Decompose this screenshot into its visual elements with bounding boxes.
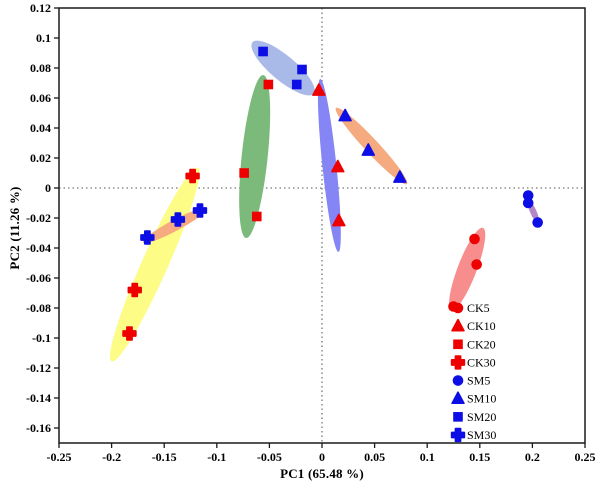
y-tick-label: 0.02 (30, 151, 51, 165)
data-point-CK5-1 (469, 233, 480, 245)
data-point-CK30-3 (122, 326, 137, 341)
x-tick-label: -0.15 (152, 450, 177, 464)
data-point-CK30-2 (127, 282, 142, 298)
data-point-SM10-2 (361, 143, 376, 156)
data-point-SM30-2 (170, 212, 186, 227)
y-tick-label: 0.06 (30, 91, 51, 105)
y-tick-label: -0.12 (26, 361, 51, 375)
legend-marker-circle-CK5 (452, 302, 464, 314)
confidence-ellipse-CK10 (317, 78, 341, 253)
legend-marker-plus-SM30 (450, 427, 466, 443)
y-tick-label: 0.08 (30, 61, 51, 75)
y-tick-label: 0 (45, 181, 51, 195)
legend-marker-square-CK20 (453, 339, 463, 350)
y-tick-label: -0.08 (26, 301, 51, 315)
legend-item-SM20: SM20 (453, 410, 496, 424)
legend-marker-triangle-CK10 (451, 318, 465, 332)
legend-item-SM5: SM5 (452, 374, 490, 388)
x-tick-label: 0 (319, 450, 325, 464)
y-tick-label: 0.04 (30, 121, 51, 135)
legend-item-CK30: CK30 (450, 355, 496, 370)
legend-label-SM5: SM5 (467, 374, 490, 388)
y-tick-label: -0.06 (26, 271, 51, 285)
legend-item-CK10: CK10 (451, 318, 496, 333)
y-tick-label: -0.04 (26, 241, 51, 255)
x-tick-label: 0.05 (364, 450, 385, 464)
legend-label-SM10: SM10 (467, 392, 496, 406)
data-point-CK20-1 (263, 79, 274, 90)
y-axis-title: PC2 (11.26 %) (7, 186, 22, 270)
y-tick-label: -0.1 (32, 331, 51, 345)
legend-marker-square-SM20 (453, 412, 463, 422)
data-point-SM20-1 (258, 46, 268, 57)
x-tick-label: -0.05 (257, 450, 282, 464)
legend-label-SM30: SM30 (467, 428, 496, 442)
legend-marker-triangle-SM10 (451, 391, 465, 405)
x-tick-label: -0.2 (102, 450, 121, 464)
legend-label-CK20: CK20 (467, 337, 496, 351)
legend-item-SM10: SM10 (451, 391, 496, 406)
legend-item-CK20: CK20 (453, 337, 496, 351)
data-point-SM10-3 (393, 170, 407, 183)
data-point-CK10-3 (332, 213, 346, 227)
confidence-ellipse-CK20 (239, 74, 271, 239)
legend-label-CK30: CK30 (467, 355, 496, 369)
x-tick-label: 0.1 (420, 450, 435, 464)
data-point-CK10-1 (312, 83, 326, 96)
data-point-SM5-1 (522, 190, 534, 201)
data-point-SM30-3 (192, 203, 208, 218)
legend-marker-plus-CK30 (450, 355, 466, 370)
x-tick-label: 0.2 (525, 450, 540, 464)
x-tick-label: 0.25 (575, 450, 596, 464)
y-tick-label: -0.14 (26, 391, 51, 405)
legend-item-CK5: CK5 (452, 301, 490, 315)
legend-label-CK10: CK10 (467, 319, 496, 333)
data-point-SM5-3 (532, 217, 543, 228)
data-point-CK20-2 (239, 168, 249, 178)
legend-marker-circle-SM5 (452, 375, 464, 386)
confidence-ellipse-CK5 (449, 227, 486, 311)
legend-item-SM30: SM30 (450, 427, 496, 443)
data-point-CK20-3 (251, 211, 262, 222)
data-point-SM30-1 (140, 230, 155, 245)
legend-label-CK5: CK5 (467, 301, 490, 315)
confidence-ellipse-CK30 (110, 167, 200, 362)
y-tick-label: -0.02 (26, 211, 51, 225)
y-tick-label: -0.16 (26, 421, 51, 435)
data-point-SM20-2 (297, 64, 307, 75)
y-tick-label: 0.12 (30, 1, 51, 15)
x-tick-label: 0.15 (469, 450, 490, 464)
data-point-CK10-2 (331, 159, 345, 173)
legend-label-SM20: SM20 (467, 410, 496, 424)
data-point-CK5-2 (471, 259, 482, 270)
data-point-CK30-1 (185, 168, 200, 184)
data-point-SM20-3 (291, 79, 302, 90)
data-point-SM10-1 (338, 108, 352, 122)
x-tick-label: -0.25 (47, 450, 72, 464)
confidence-ellipse-SM10 (335, 107, 408, 185)
y-tick-label: 0.1 (36, 31, 51, 45)
x-axis-title: PC1 (65.48 %) (280, 466, 364, 481)
data-point-SM5-2 (522, 197, 534, 209)
legend: CK5 CK10 CK20 CK30 SM5 SM10 SM20 SM30 (450, 301, 496, 443)
x-tick-label: -0.1 (207, 450, 226, 464)
